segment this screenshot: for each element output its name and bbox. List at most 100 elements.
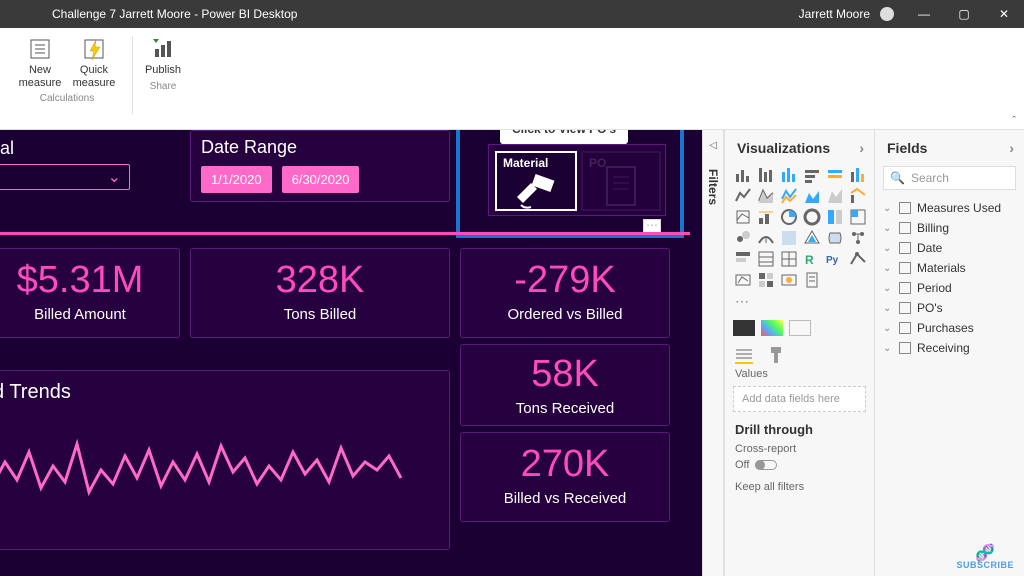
viz-type-button[interactable]: R <box>802 250 822 268</box>
viz-type-button[interactable] <box>756 166 776 184</box>
card-billed-vs-received[interactable]: 270K Billed vs Received <box>460 432 670 522</box>
viz-type-button[interactable] <box>779 208 799 226</box>
date-end-button[interactable]: 6/30/2020 <box>282 166 360 193</box>
minimize-button[interactable]: — <box>904 0 944 28</box>
field-table-label: PO's <box>917 301 943 315</box>
annotation-highlight <box>456 130 684 238</box>
viz-type-button[interactable] <box>848 250 868 268</box>
viz-type-button[interactable] <box>848 208 868 226</box>
viz-type-button[interactable]: Py <box>825 250 845 268</box>
card-billed-amount[interactable]: $5.31M Billed Amount <box>0 248 180 338</box>
field-table-row[interactable]: ⌄Receiving <box>881 338 1018 358</box>
field-table-row[interactable]: ⌄Billing <box>881 218 1018 238</box>
field-table-row[interactable]: ⌄Purchases <box>881 318 1018 338</box>
field-table-row[interactable]: ⌄Materials <box>881 258 1018 278</box>
visualizations-title: Visualizations <box>737 140 830 156</box>
card-tons-billed[interactable]: 328K Tons Billed <box>190 248 450 338</box>
viz-type-button[interactable] <box>848 166 868 184</box>
expand-filters-icon: ◁ <box>709 140 717 151</box>
viz-type-button[interactable] <box>848 229 868 247</box>
quick-measure-button[interactable]: Quick measure <box>70 32 118 89</box>
viz-type-button[interactable] <box>825 187 845 205</box>
viz-type-button[interactable] <box>779 271 799 289</box>
table-icon <box>899 342 911 354</box>
trends-header: d Trends <box>0 381 71 403</box>
more-visuals-button[interactable]: ⋯ <box>725 289 874 314</box>
keep-all-filters-label: Keep all filters <box>725 473 874 495</box>
fields-header[interactable]: Fields › <box>875 130 1024 166</box>
search-placeholder: Search <box>911 171 949 185</box>
ordered-vs-billed-label: Ordered vs Billed <box>461 306 669 323</box>
card-tons-received[interactable]: 58K Tons Received <box>460 344 670 426</box>
field-table-label: Purchases <box>917 321 974 335</box>
viz-type-button[interactable] <box>848 187 868 205</box>
chevron-right-icon: › <box>859 140 864 156</box>
report-page: ial ⌄ Date Range 1/1/2020 6/30/2020 Clic… <box>0 130 702 576</box>
viz-type-button[interactable] <box>733 229 753 247</box>
svg-text:Py: Py <box>826 255 839 266</box>
ribbon-divider <box>132 36 133 114</box>
viz-type-button[interactable] <box>733 250 753 268</box>
field-table-row[interactable]: ⌄ PO's <box>881 298 1018 318</box>
viz-type-button[interactable] <box>756 187 776 205</box>
field-table-row[interactable]: ⌄Measures Used <box>881 198 1018 218</box>
close-button[interactable]: ✕ <box>984 0 1024 28</box>
viz-type-button[interactable] <box>779 250 799 268</box>
viz-type-button[interactable] <box>733 208 753 226</box>
values-dropzone[interactable]: Add data fields here <box>733 386 866 412</box>
viz-type-button[interactable] <box>779 187 799 205</box>
ribbon-collapse-icon[interactable]: ˆ <box>1012 115 1016 127</box>
viz-type-button[interactable] <box>802 187 822 205</box>
report-canvas[interactable]: ial ⌄ Date Range 1/1/2020 6/30/2020 Clic… <box>0 130 702 576</box>
fields-tab[interactable] <box>735 346 753 364</box>
svg-text:R: R <box>805 253 814 267</box>
visualizations-header[interactable]: Visualizations › <box>725 130 874 166</box>
light-theme-button[interactable] <box>789 320 811 336</box>
field-table-label: Period <box>917 281 952 295</box>
toggle-switch-icon <box>755 460 777 470</box>
new-measure-button[interactable]: New measure <box>16 32 64 89</box>
viz-type-button[interactable] <box>756 250 776 268</box>
cross-report-toggle[interactable]: Off <box>725 457 874 473</box>
chevron-down-icon: ⌄ <box>883 303 893 314</box>
viz-type-button[interactable] <box>756 229 776 247</box>
viz-type-button[interactable] <box>802 208 822 226</box>
field-table-row[interactable]: ⌄Period <box>881 278 1018 298</box>
filters-pane-collapsed[interactable]: ◁ Filters <box>702 130 724 576</box>
viz-type-button[interactable] <box>756 271 776 289</box>
ribbon-group-label: Share <box>150 81 177 92</box>
viz-type-button[interactable] <box>825 208 845 226</box>
viz-type-button[interactable] <box>802 166 822 184</box>
publish-label: Publish <box>145 64 181 77</box>
fields-search-input[interactable]: 🔍 Search <box>883 166 1016 190</box>
user-avatar-icon[interactable] <box>880 7 894 21</box>
date-start-button[interactable]: 1/1/2020 <box>201 166 272 193</box>
viz-type-button[interactable] <box>802 271 822 289</box>
viz-type-button[interactable] <box>733 271 753 289</box>
viz-type-button[interactable] <box>825 166 845 184</box>
material-dropdown[interactable]: ⌄ <box>0 164 130 190</box>
trends-card[interactable]: d Trends <box>0 370 450 550</box>
new-measure-label: New measure <box>19 64 62 89</box>
card-ordered-vs-billed[interactable]: -279K Ordered vs Billed <box>460 248 670 338</box>
ribbon-group-share: Publish Share <box>139 32 187 129</box>
toggle-off-label: Off <box>735 459 749 471</box>
viz-type-button[interactable] <box>733 166 753 184</box>
viz-type-button[interactable] <box>733 187 753 205</box>
table-icon <box>899 242 911 254</box>
viz-type-button[interactable] <box>756 208 776 226</box>
color-theme-button[interactable] <box>761 320 783 336</box>
viz-type-button[interactable] <box>779 229 799 247</box>
format-tab[interactable] <box>767 346 785 364</box>
viz-type-button[interactable] <box>802 229 822 247</box>
viz-type-button[interactable] <box>779 166 799 184</box>
dark-theme-button[interactable] <box>733 320 755 336</box>
field-table-row[interactable]: ⌄Date <box>881 238 1018 258</box>
publish-button[interactable]: Publish <box>139 32 187 77</box>
dna-icon: 🧬 <box>956 548 1014 560</box>
publish-icon <box>150 36 176 62</box>
date-range-card: Date Range 1/1/2020 6/30/2020 <box>190 130 450 202</box>
maximize-button[interactable]: ▢ <box>944 0 984 28</box>
subscribe-watermark: 🧬 SUBSCRIBE <box>956 548 1014 570</box>
viz-type-button[interactable] <box>825 229 845 247</box>
